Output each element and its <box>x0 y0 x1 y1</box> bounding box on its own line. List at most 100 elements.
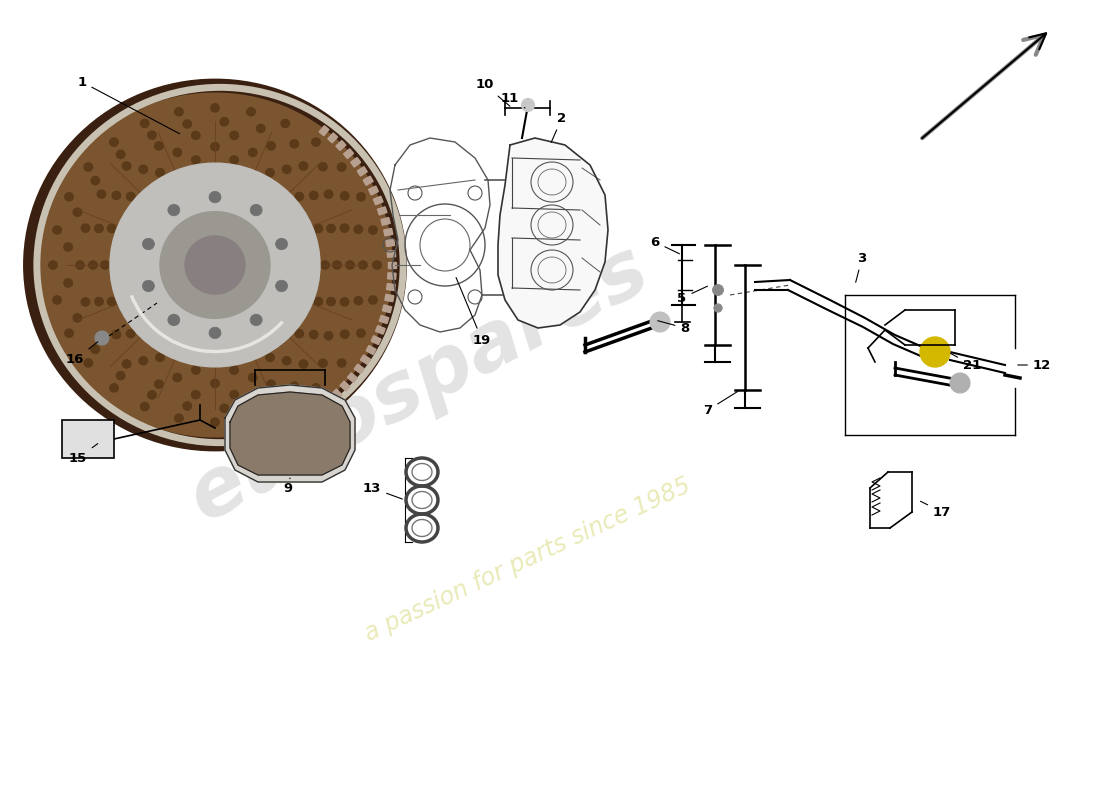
Ellipse shape <box>147 131 156 139</box>
Ellipse shape <box>53 296 62 304</box>
Text: 9: 9 <box>284 478 293 494</box>
Ellipse shape <box>299 360 308 368</box>
Text: 11: 11 <box>500 91 525 108</box>
Ellipse shape <box>53 226 62 234</box>
Bar <box>383 305 392 313</box>
Ellipse shape <box>117 150 125 158</box>
Polygon shape <box>230 392 350 475</box>
Text: 12: 12 <box>1018 358 1052 371</box>
Bar <box>319 126 329 136</box>
Polygon shape <box>498 138 608 328</box>
Ellipse shape <box>81 224 90 232</box>
Ellipse shape <box>354 297 363 305</box>
Ellipse shape <box>327 298 336 306</box>
Ellipse shape <box>81 298 90 306</box>
Ellipse shape <box>324 332 333 340</box>
Ellipse shape <box>319 359 327 367</box>
Ellipse shape <box>250 204 262 216</box>
Ellipse shape <box>112 191 121 199</box>
Ellipse shape <box>250 314 262 326</box>
Ellipse shape <box>191 131 200 139</box>
Ellipse shape <box>211 418 219 426</box>
Ellipse shape <box>368 296 377 304</box>
Ellipse shape <box>267 380 275 388</box>
Ellipse shape <box>340 330 349 338</box>
Bar <box>354 364 364 374</box>
Ellipse shape <box>230 366 239 374</box>
Bar <box>328 133 338 143</box>
Ellipse shape <box>290 140 298 148</box>
Ellipse shape <box>139 165 147 174</box>
Text: 7: 7 <box>703 391 738 417</box>
Text: 17: 17 <box>921 502 952 518</box>
Ellipse shape <box>183 120 191 128</box>
Ellipse shape <box>76 261 85 269</box>
Ellipse shape <box>185 236 245 294</box>
Ellipse shape <box>168 314 180 326</box>
Ellipse shape <box>340 192 349 200</box>
Bar <box>332 389 342 399</box>
Text: 15: 15 <box>69 444 98 465</box>
Bar <box>375 326 385 334</box>
Ellipse shape <box>276 238 287 250</box>
Ellipse shape <box>280 402 289 410</box>
Ellipse shape <box>266 169 274 177</box>
Polygon shape <box>226 385 355 482</box>
Ellipse shape <box>175 414 184 422</box>
Ellipse shape <box>332 261 341 269</box>
Ellipse shape <box>173 374 182 382</box>
Bar <box>368 186 378 195</box>
Text: a passion for parts since 1985: a passion for parts since 1985 <box>361 474 695 646</box>
Ellipse shape <box>220 404 229 412</box>
Bar <box>377 206 387 215</box>
Ellipse shape <box>246 414 255 422</box>
Bar <box>336 141 345 150</box>
Circle shape <box>95 331 109 345</box>
Ellipse shape <box>191 156 200 164</box>
Ellipse shape <box>64 279 73 287</box>
Ellipse shape <box>319 162 327 171</box>
Ellipse shape <box>108 298 115 306</box>
Ellipse shape <box>266 354 274 362</box>
Ellipse shape <box>84 359 92 367</box>
Ellipse shape <box>373 261 382 269</box>
Ellipse shape <box>48 261 57 269</box>
Ellipse shape <box>324 190 333 198</box>
Ellipse shape <box>110 138 118 146</box>
Circle shape <box>920 337 950 367</box>
Ellipse shape <box>276 280 287 292</box>
Ellipse shape <box>191 390 200 398</box>
Ellipse shape <box>156 354 164 362</box>
Bar <box>373 196 383 205</box>
Ellipse shape <box>126 330 135 338</box>
Ellipse shape <box>283 357 292 365</box>
Ellipse shape <box>141 119 149 127</box>
Bar <box>384 229 393 236</box>
Ellipse shape <box>97 190 106 198</box>
Ellipse shape <box>147 390 156 399</box>
Text: 5: 5 <box>678 286 707 305</box>
Circle shape <box>713 285 724 295</box>
Bar <box>348 373 358 382</box>
Ellipse shape <box>299 162 308 170</box>
Ellipse shape <box>311 138 320 146</box>
Ellipse shape <box>183 402 191 410</box>
Ellipse shape <box>280 119 289 127</box>
Text: 6: 6 <box>650 235 680 254</box>
Ellipse shape <box>141 402 149 410</box>
Ellipse shape <box>230 156 239 164</box>
Text: 19: 19 <box>456 278 491 346</box>
Ellipse shape <box>160 212 270 318</box>
Bar <box>386 283 395 290</box>
Circle shape <box>714 304 723 312</box>
Bar <box>366 346 376 354</box>
Ellipse shape <box>309 330 318 338</box>
Text: 1: 1 <box>77 75 179 134</box>
Bar <box>379 315 388 323</box>
Ellipse shape <box>73 208 81 216</box>
Ellipse shape <box>168 204 180 216</box>
Ellipse shape <box>246 108 255 116</box>
Ellipse shape <box>354 225 363 234</box>
Ellipse shape <box>101 261 109 269</box>
Bar <box>371 336 381 345</box>
